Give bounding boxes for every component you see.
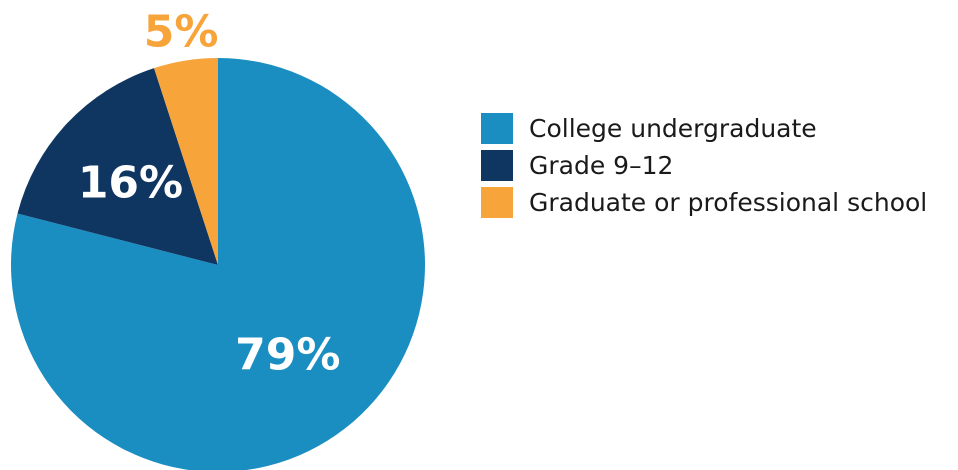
legend-swatch [481,150,513,181]
legend-label: Grade 9–12 [529,151,674,180]
pie-slice-graduate-or-professional-school [154,58,218,265]
legend: College undergraduate Grade 9–12 Graduat… [481,110,927,221]
legend-swatch [481,113,513,144]
slice-label: 5% [144,6,219,57]
slice-label: 16% [78,157,183,208]
legend-label: College undergraduate [529,114,817,143]
legend-label: Graduate or professional school [529,188,928,217]
pie-slice-grade-9-12 [17,68,219,265]
legend-item-graduate-school: Graduate or professional school [481,184,927,221]
legend-item-grade-9-12: Grade 9–12 [481,147,927,184]
legend-swatch [481,187,513,218]
slice-label: 79% [235,329,340,380]
legend-item-college-undergraduate: College undergraduate [481,110,927,147]
pie-slice-college-undergraduate [11,58,425,470]
